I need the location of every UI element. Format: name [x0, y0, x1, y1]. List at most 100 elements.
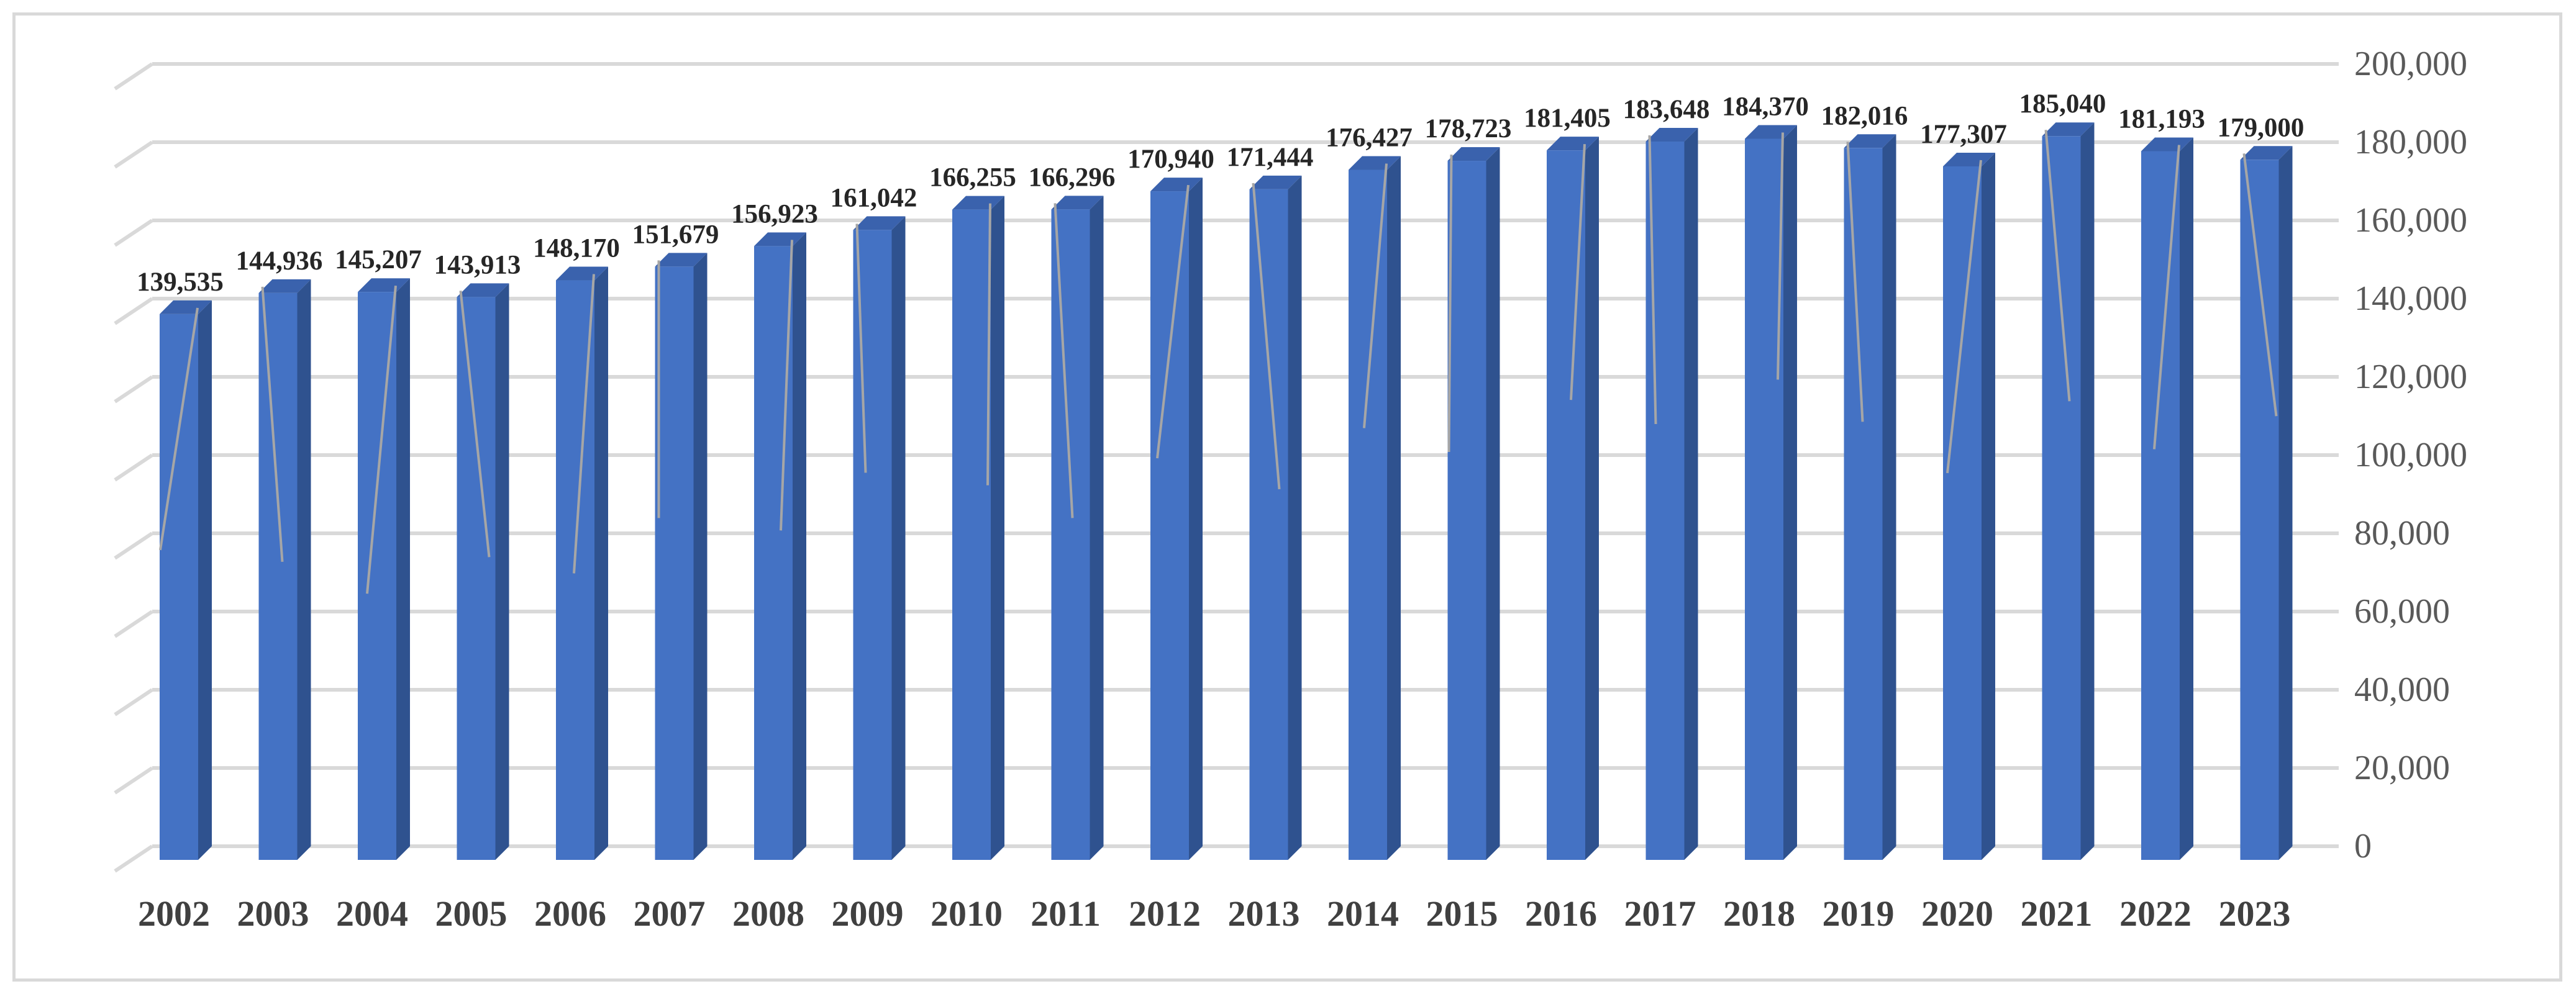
- bar-front: [952, 209, 991, 860]
- leader-line: [2044, 130, 2071, 402]
- bar-top: [258, 279, 311, 293]
- x-tick-label: 2023: [2219, 893, 2291, 934]
- bar-top: [2042, 122, 2095, 137]
- data-label: 176,427: [1326, 124, 1413, 153]
- data-label: 184,370: [1722, 92, 1809, 121]
- y-tick-label: 20,000: [2354, 749, 2450, 787]
- y-tick-label: 100,000: [2354, 436, 2467, 474]
- y-tick-label: 180,000: [2354, 123, 2467, 161]
- gridline-perspective: [114, 766, 153, 795]
- y-tick-label: 120,000: [2354, 358, 2467, 396]
- bar: [1844, 134, 1896, 860]
- leader-line: [1570, 144, 1586, 400]
- bar-top: [2240, 146, 2293, 160]
- bar-top: [952, 196, 1004, 210]
- bar-top: [2141, 137, 2193, 151]
- x-tick-label: 2006: [534, 893, 606, 934]
- leader-line: [261, 286, 284, 563]
- leader-line: [986, 203, 991, 486]
- bar-side: [2278, 146, 2293, 860]
- data-label: 185,040: [2019, 89, 2106, 119]
- data-label: 145,207: [335, 245, 422, 274]
- bar-front: [1745, 138, 1783, 860]
- bar-side: [1486, 147, 1500, 860]
- bar-front: [1249, 189, 1288, 860]
- bar-top: [1844, 134, 1896, 148]
- gridlines: [114, 62, 2339, 873]
- bar-side: [1189, 178, 1203, 860]
- leader-line: [1946, 160, 1982, 474]
- data-label: 181,193: [2118, 104, 2205, 133]
- data-label: 179,000: [2218, 113, 2305, 142]
- data-label: 161,042: [831, 183, 917, 212]
- bar: [655, 253, 708, 860]
- x-tick-label: 2017: [1624, 893, 1696, 934]
- x-tick-label: 2003: [237, 893, 309, 934]
- chart-plot: 0 20,000 40,000 60,000 80,000 100,000 120,000 1…: [114, 45, 2467, 934]
- bar-top: [1645, 128, 1698, 142]
- bar-side: [495, 283, 509, 860]
- bar-top: [1249, 175, 1302, 189]
- bar-side: [2180, 137, 2193, 860]
- data-label: 151,679: [632, 220, 719, 249]
- y-tick-label: 160,000: [2354, 201, 2467, 240]
- bar-side: [297, 279, 311, 860]
- bar-top: [358, 278, 410, 292]
- leader-line: [159, 307, 199, 551]
- bar-front: [1447, 161, 1486, 860]
- leader-line: [573, 274, 595, 574]
- bar-top: [1547, 137, 1599, 151]
- bar-front: [160, 314, 198, 860]
- data-labels: 139,535 144,936 145,207 143,913 148,170 151,6…: [137, 89, 2304, 297]
- bar: [1051, 196, 1104, 860]
- gridline-perspective: [114, 375, 153, 404]
- leader-line: [1363, 163, 1388, 428]
- x-tick-label: 2009: [832, 893, 904, 934]
- bar-top: [655, 253, 708, 267]
- data-label: 181,405: [1524, 104, 1611, 133]
- gridline-perspective: [114, 453, 153, 482]
- leader-line: [366, 286, 397, 594]
- data-label: 143,913: [434, 250, 521, 279]
- data-label: 148,170: [533, 234, 620, 263]
- gridline-perspective: [114, 688, 153, 716]
- bar: [1150, 178, 1203, 860]
- bar-front: [1943, 166, 1982, 861]
- bar-top: [1150, 178, 1203, 192]
- bar-front: [1844, 148, 1883, 860]
- bar-side: [198, 300, 212, 860]
- x-tick-label: 2004: [336, 893, 408, 934]
- bar-top: [1745, 125, 1797, 139]
- leader-line: [2242, 153, 2278, 417]
- bar-side: [594, 266, 608, 860]
- bar: [2141, 137, 2193, 860]
- bar: [2240, 146, 2293, 860]
- leader-line: [1777, 132, 1784, 380]
- bar: [1943, 152, 1995, 861]
- bar: [556, 266, 608, 860]
- x-tick-label: 2015: [1426, 893, 1498, 934]
- bar-top: [1051, 196, 1104, 210]
- bar-side: [891, 216, 906, 860]
- bar-top: [1943, 152, 1995, 166]
- bar-side: [1585, 137, 1599, 861]
- y-axis-tick-labels: 0 20,000 40,000 60,000 80,000 100,000 120,000 1…: [2354, 45, 2467, 865]
- bar: [1249, 175, 1302, 860]
- y-tick-label: 140,000: [2354, 279, 2467, 318]
- bar-side: [1684, 128, 1698, 861]
- bar-top: [754, 232, 806, 246]
- bar-side: [1882, 134, 1896, 860]
- bar-side: [693, 253, 708, 860]
- data-label: 178,723: [1425, 114, 1512, 143]
- bar: [1349, 156, 1401, 861]
- bar-side: [1387, 156, 1401, 861]
- gridline-perspective: [114, 140, 153, 169]
- leader-line: [1648, 135, 1657, 425]
- x-tick-label: 2021: [2021, 893, 2093, 934]
- bar-side: [793, 232, 806, 860]
- gridline-perspective: [114, 219, 153, 247]
- bar: [1447, 147, 1500, 860]
- gridline-perspective: [114, 297, 153, 325]
- gridline-perspective: [114, 610, 153, 638]
- gridline-perspective: [114, 531, 153, 560]
